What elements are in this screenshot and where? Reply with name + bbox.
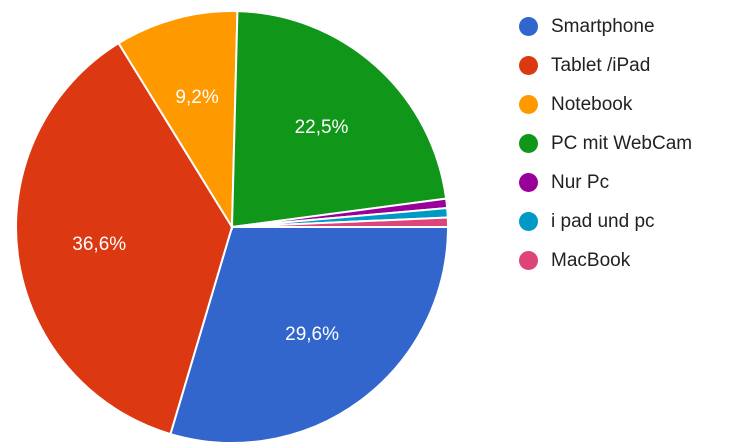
legend-swatch (519, 95, 538, 114)
legend-item: MacBook (519, 241, 692, 280)
pie-slice-labels: 29,6% 36,6% 9,2% 22,5% (72, 87, 348, 345)
legend-swatch (519, 212, 538, 231)
pie-slice-smartphone (169, 226, 450, 444)
legend-label: Notebook (551, 93, 633, 115)
pie-slice-label: 29,6% (285, 324, 339, 345)
legend-swatch (519, 17, 538, 36)
legend-label: MacBook (551, 249, 631, 271)
legend-swatch (519, 56, 538, 75)
legend-label: i pad und pc (551, 210, 655, 232)
legend-item: PC mit WebCam (519, 124, 692, 163)
pie-slice-label: 36,6% (72, 234, 126, 255)
pie-slice-label: 9,2% (175, 87, 218, 108)
pie-slice-notebook (117, 10, 239, 231)
pie-slice-pc-mit-webcam (230, 10, 448, 229)
pie-slice-macbook (231, 216, 450, 228)
legend-item: Smartphone (519, 7, 692, 46)
legend-item: Nur Pc (519, 163, 692, 202)
legend-item: i pad und pc (519, 202, 692, 241)
legend-item: Tablet /iPad (519, 46, 692, 85)
legend-label: Tablet /iPad (551, 54, 651, 76)
legend-item: Notebook (519, 85, 692, 124)
legend-swatch (519, 173, 538, 192)
legend-label: Nur Pc (551, 171, 610, 193)
legend-label: PC mit WebCam (551, 132, 693, 154)
legend-label: Smartphone (551, 15, 655, 37)
legend-swatch (519, 134, 538, 153)
pie-slices (15, 10, 450, 444)
chart-legend: Smartphone Tablet /iPad Notebook PC mit Web… (519, 7, 692, 280)
legend-swatch (519, 251, 538, 270)
pie-slice-label: 22,5% (295, 117, 349, 138)
